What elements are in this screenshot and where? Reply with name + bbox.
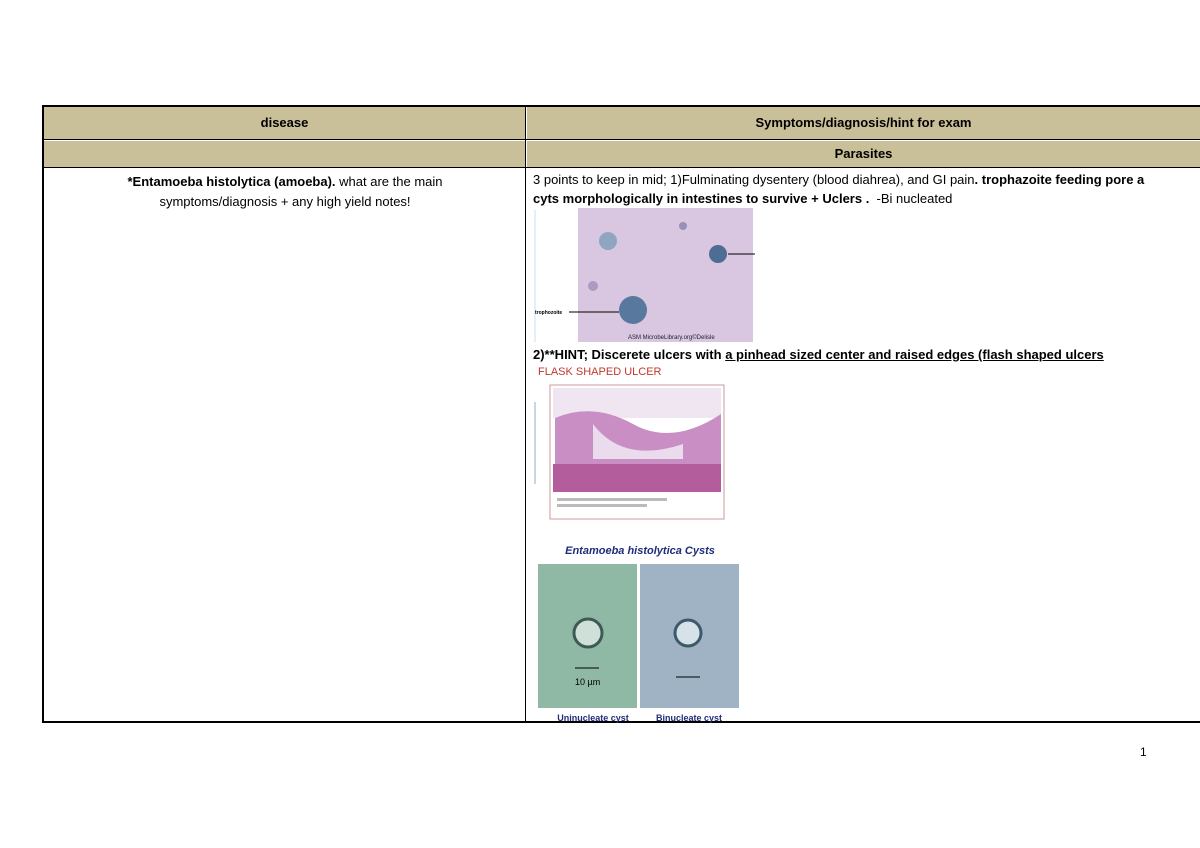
figure-micrograph: cyst trophozoite ASM MicrobeLibrary.org©…: [534, 208, 755, 342]
table: [42, 105, 1200, 723]
fig-label: Uninucleate cyst: [557, 713, 629, 723]
text-run: 2)**HINT; Discerete ulcers with: [533, 347, 726, 362]
section-cell: Parasites: [527, 141, 1200, 167]
note-line: cyts morphologically in intestines to su…: [533, 191, 1200, 206]
cell: [709, 245, 727, 263]
rule: [44, 167, 1200, 168]
caption: [557, 498, 667, 501]
rule: [44, 139, 1200, 140]
caption: [557, 504, 647, 507]
header-cell: Symptoms/diagnosis/hint for exam: [527, 107, 1200, 139]
cell: [588, 281, 598, 291]
cell: [599, 232, 617, 250]
note-line: 3 points to keep in mid; 1)Fulminating d…: [533, 172, 1200, 187]
text-run: a pinhead sized center and raised edges …: [725, 347, 1104, 362]
page-number: 1: [1140, 745, 1147, 759]
fig-title: Entamoeba histolytica Cysts: [565, 545, 715, 557]
figure-title: Flask shaped ulcer: [538, 366, 662, 378]
fig-label: Binucleate cyst: [656, 713, 722, 723]
fig-credit: ASM MicrobeLibrary.org©Delisle: [628, 334, 715, 341]
tissue: [553, 464, 721, 492]
note-line: 2)**HINT; Discerete ulcers with a pinhea…: [533, 347, 1200, 362]
fig-label: trophozoite: [535, 310, 562, 316]
text-run: -Bi nucleated: [869, 191, 953, 206]
header-cell: disease: [44, 107, 525, 139]
scale: 10 µm: [575, 677, 600, 687]
cell: [679, 222, 687, 230]
section-row-left: [44, 141, 525, 167]
cyst: [673, 618, 703, 648]
text-run: cyts morphologically in intestines to su…: [533, 191, 870, 206]
text-run: . trophazoite feeding pore a: [974, 172, 1145, 187]
text-run: what are the main symptoms/diagnosis + a…: [159, 174, 447, 209]
figure-cysts: Entamoeba histolytica Cysts 10 µm Uninuc…: [538, 545, 739, 723]
micrograph-bg: [578, 208, 753, 342]
ulcer: [593, 424, 683, 459]
figure-histology: [534, 384, 725, 520]
cell: [619, 296, 647, 324]
text-run: 3 points to keep in mid; 1)Fulminating d…: [533, 172, 975, 187]
text-run: *Entamoeba histolytica (amoeba).: [127, 174, 336, 189]
column-divider: [525, 107, 526, 721]
disease-cell: *Entamoeba histolytica (amoeba). what ar…: [110, 172, 460, 212]
cyst: [572, 617, 604, 649]
